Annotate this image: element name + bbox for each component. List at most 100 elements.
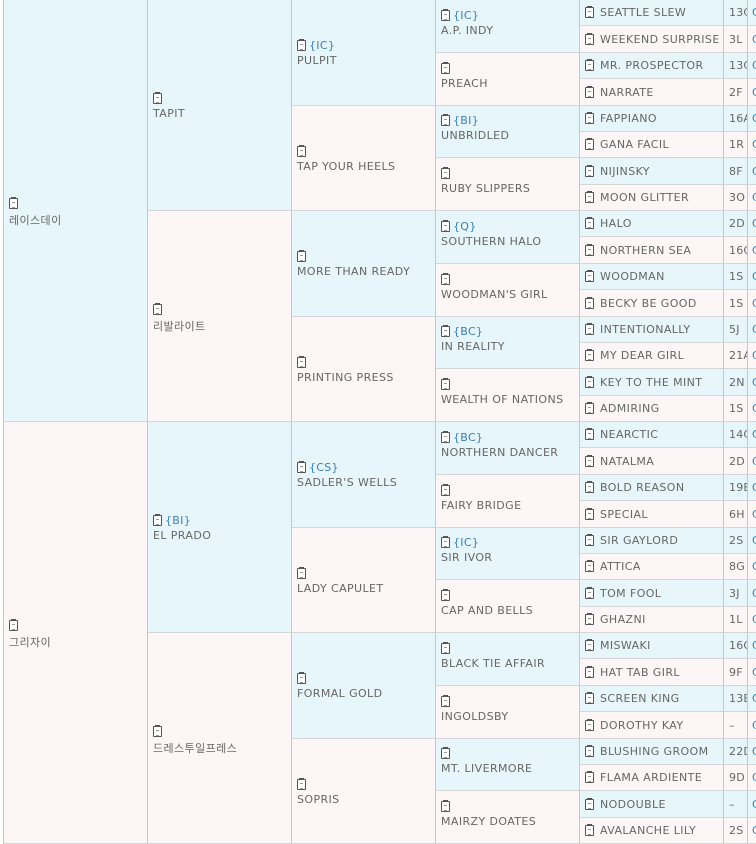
clipboard-icon[interactable] [585,270,594,282]
sire-cell-gen2[interactable]: TAPIT [148,0,292,211]
horse-name[interactable]: WOODMAN [600,270,665,283]
sire-cell-gen5[interactable]: WOODMAN [580,264,724,290]
horse-name[interactable]: GANA FACIL [600,138,670,151]
sire-cell-gen3[interactable]: FORMAL GOLD [292,633,436,739]
horse-name[interactable]: A.P. INDY [441,24,494,37]
horse-name[interactable]: BECKY BE GOOD [600,296,697,310]
clipboard-icon[interactable] [585,534,594,546]
clipboard-icon[interactable] [441,324,450,337]
clipboard-icon[interactable] [297,355,306,368]
horse-name[interactable]: NARRATE [600,85,654,99]
clipboard-icon[interactable] [441,483,450,496]
horse-name[interactable]: NIJINSKY [600,164,650,178]
horse-name[interactable]: PREACH [441,77,488,90]
horse-name[interactable]: ADMIRING [600,402,660,415]
horse-name[interactable]: BLUSHING GROOM [600,745,709,758]
dam-cell-gen2[interactable]: 드레스투일프레스 [148,633,292,844]
horse-name[interactable]: 드레스투일프레스 [153,742,238,755]
dam-cell-gen3[interactable]: SOPRIS [292,739,436,844]
horse-name[interactable]: BOLD REASON [600,481,685,494]
horse-name[interactable]: TOM FOOL [600,586,662,600]
horse-name[interactable]: RUBY SLIPPERS [441,182,531,195]
dam-cell-gen5[interactable]: SPECIAL [580,501,724,528]
clipboard-icon[interactable] [585,32,594,45]
clipboard-icon[interactable] [441,746,450,759]
horse-name[interactable]: MAIRZY DOATES [441,815,537,828]
sire-cell-gen5[interactable]: MR. PROSPECTOR [580,53,724,79]
horse-name[interactable]: PULPIT [297,54,337,67]
dam-cell-gen3[interactable]: LADY CAPULET [292,528,436,633]
sire-cell-gen3[interactable]: MORE THAN READY [292,211,436,317]
sire-cell-gen3[interactable]: {CS} SADLER'S WELLS [292,422,436,528]
clipboard-icon[interactable] [441,166,450,179]
clipboard-icon[interactable] [585,85,594,98]
clipboard-icon[interactable] [9,196,18,209]
horse-name[interactable]: MY DEAR GIRL [600,349,685,362]
clipboard-icon[interactable] [585,191,594,203]
clipboard-icon[interactable] [297,671,306,684]
horse-name[interactable]: NATALMA [600,454,655,468]
horse-name[interactable]: SPECIAL [600,507,648,521]
horse-name[interactable]: TAP YOUR HEELS [297,160,396,173]
horse-name[interactable]: NEARCTIC [600,428,659,441]
clipboard-icon[interactable] [297,777,306,790]
clipboard-icon[interactable] [585,665,594,678]
horse-name[interactable]: MISWAKI [600,639,651,652]
clipboard-icon[interactable] [441,113,450,126]
clipboard-icon[interactable] [585,692,594,704]
horse-name[interactable]: ATTICA [600,560,641,573]
horse-name[interactable]: UNBRIDLED [441,129,510,142]
horse-name[interactable]: CAP AND BELLS [441,604,533,617]
clipboard-icon[interactable] [441,641,450,654]
clipboard-icon[interactable] [585,586,594,599]
clipboard-icon[interactable] [585,164,594,177]
clipboard-icon[interactable] [441,430,450,443]
sire-cell-gen5[interactable]: FAPPIANO [580,106,724,132]
sire-cell-gen5[interactable]: NIJINSKY [580,158,724,185]
clipboard-icon[interactable] [585,454,594,467]
dam-cell-gen4[interactable]: PREACH [436,53,580,106]
horse-name[interactable]: 그리자이 [9,636,52,649]
sire-cell-gen4[interactable]: {IC} SIR IVOR [436,528,580,580]
clipboard-icon[interactable] [585,797,594,810]
clipboard-icon[interactable] [585,428,594,440]
horse-name[interactable]: EL PRADO [153,529,212,542]
dam-cell-gen3[interactable]: PRINTING PRESS [292,317,436,422]
clipboard-icon[interactable] [585,718,594,731]
dam-cell-gen4[interactable]: CAP AND BELLS [436,580,580,633]
horse-name[interactable]: INTENTIONALLY [600,323,691,336]
sire-cell-gen4[interactable]: {IC} A.P. INDY [436,0,580,53]
horse-name[interactable]: MOON GLITTER [600,191,690,204]
clipboard-icon[interactable] [297,144,306,157]
horse-name[interactable]: KEY TO THE MINT [600,375,703,389]
sire-cell-gen5[interactable]: TOM FOOL [580,580,724,607]
clipboard-icon[interactable] [585,296,594,309]
clipboard-icon[interactable] [585,613,594,625]
dam-cell-gen5[interactable]: NARRATE [580,79,724,106]
dam-cell-gen5[interactable]: ADMIRING [580,396,724,422]
dam-cell-gen4[interactable]: INGOLDSBY [436,686,580,739]
sire-cell-gen4[interactable]: BLACK TIE AFFAIR [436,633,580,686]
horse-name[interactable]: MT. LIVERMORE [441,762,533,775]
sire-cell-gen4[interactable]: {BC} NORTHERN DANCER [436,422,580,475]
sire-cell-gen5[interactable]: KEY TO THE MINT [580,369,724,396]
horse-name[interactable]: SOPRIS [297,793,340,806]
horse-name[interactable]: DOROTHY KAY [600,718,684,732]
dam-cell-gen5[interactable]: BECKY BE GOOD [580,290,724,317]
dam-cell-gen1[interactable]: 그리자이 [4,422,148,844]
dam-cell-gen5[interactable]: WEEKEND SURPRISE [580,26,724,53]
sire-cell-gen5[interactable]: SCREEN KING [580,686,724,712]
clipboard-icon[interactable] [441,694,450,707]
horse-name[interactable]: SOUTHERN HALO [441,235,542,248]
horse-name[interactable]: TAPIT [153,107,185,120]
sire-cell-gen4[interactable]: {BI} UNBRIDLED [436,106,580,158]
clipboard-icon[interactable] [585,639,594,651]
horse-name[interactable]: WOODMAN'S GIRL [441,288,548,301]
clipboard-icon[interactable] [585,323,594,335]
horse-name[interactable]: MORE THAN READY [297,265,411,278]
horse-name[interactable]: SIR GAYLORD [600,534,679,547]
horse-name[interactable]: SEATTLE SLEW [600,6,687,19]
horse-name[interactable]: HALO [600,217,632,230]
clipboard-icon[interactable] [297,38,306,51]
clipboard-icon[interactable] [585,560,594,572]
